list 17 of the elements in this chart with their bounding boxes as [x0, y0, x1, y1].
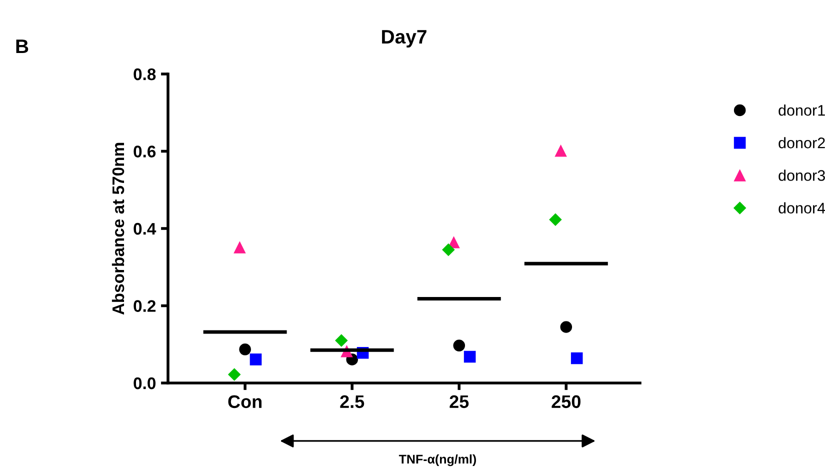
y-tick-label: 0.0 [134, 377, 156, 390]
y-axis-title: Absorbance at 570nm [112, 142, 124, 315]
chart-title: Day7 [382, 30, 426, 48]
x-tick-label: 2.5 [340, 395, 364, 408]
y-tick-label: 0.8 [134, 68, 156, 80]
x-tick-label: 25 [450, 395, 469, 408]
legend-label: donor4 [778, 202, 825, 214]
y-tick-label: 0.6 [134, 146, 156, 158]
text: TNF-α(ng/ml) [398, 454, 476, 466]
y-tick-label: 0.2 [134, 300, 156, 312]
x-tick-label: Con [228, 395, 262, 408]
legend-label: donor3 [778, 170, 825, 181]
y-tick-label: 0.4 [134, 222, 156, 235]
text: B [16, 40, 28, 54]
legend-label: donor2 [778, 137, 825, 148]
legend-label: donor1 [778, 104, 825, 116]
x-tick-label: 250 [552, 395, 580, 408]
